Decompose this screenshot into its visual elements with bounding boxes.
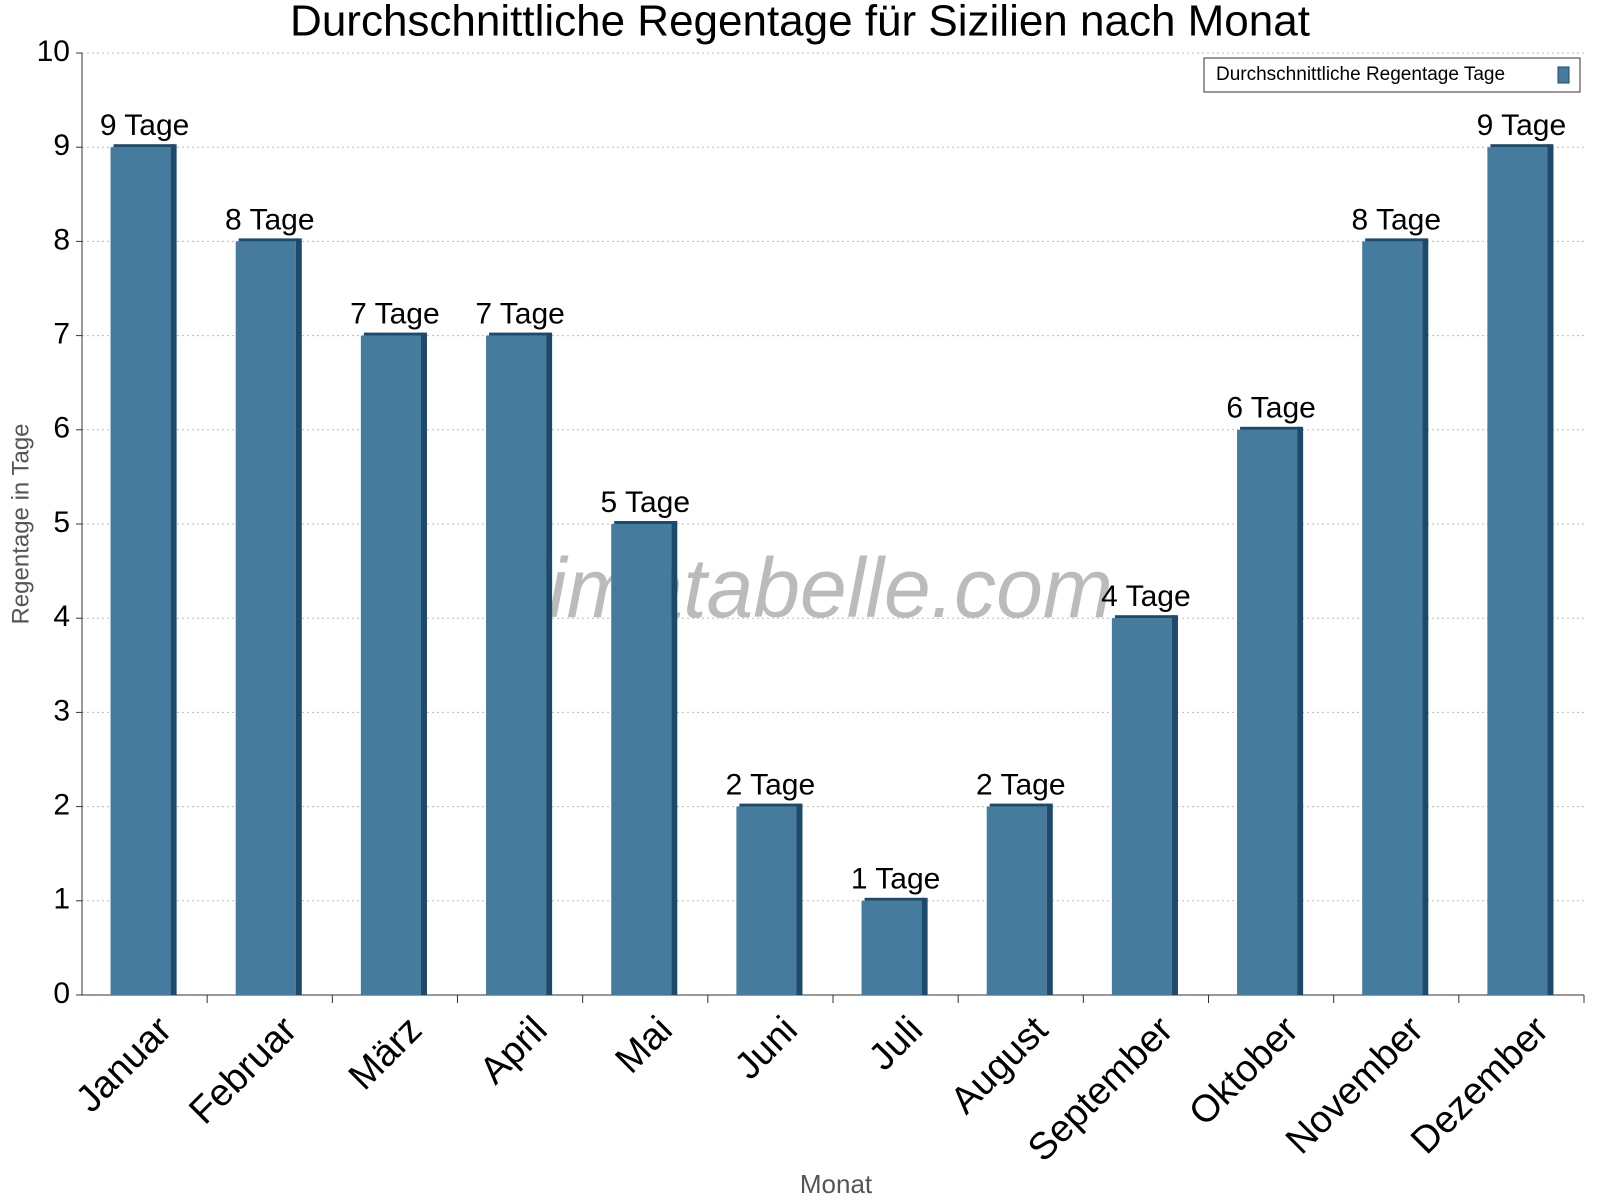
y-tick-label: 3 [53,694,70,727]
bar-side [921,897,928,995]
legend-label: Durchschnittliche Regentage Tage [1216,64,1505,85]
bar-top [238,238,299,242]
bar-side [796,803,803,995]
x-axis-label: Monat [800,1169,873,1199]
bar [1362,241,1423,995]
value-label: 2 Tage [976,769,1066,802]
y-tick-label: 10 [37,35,70,68]
bar-top [614,521,675,524]
bar-top [113,144,174,148]
bar [360,335,421,996]
value-label: 8 Tage [225,203,315,236]
y-tick-label: 5 [53,506,70,539]
y-tick-label: 1 [53,883,70,916]
bar-side [1547,144,1554,995]
x-tick-label: Mai [608,1009,681,1082]
bar-top [739,803,800,807]
value-label: 5 Tage [600,486,690,519]
y-axis-label: Regentage in Tage [7,423,34,624]
bar-side [1171,615,1178,995]
bar [1111,618,1172,995]
bar-top [489,332,550,336]
bar-side [295,238,302,995]
value-label: 2 Tage [726,769,816,802]
value-label: 6 Tage [1226,392,1316,425]
bar [736,806,797,995]
x-tick-label: Juli [861,1009,931,1079]
bar [986,806,1047,995]
bar [486,335,547,996]
bar-side [671,521,678,995]
bar [861,900,922,995]
value-label: 9 Tage [100,109,190,142]
value-label: 4 Tage [1101,580,1191,613]
x-tick-label: Januar [68,1009,180,1121]
x-tick-label: Juni [727,1009,806,1088]
x-tick-label: März [341,1009,430,1098]
x-tick-label: August [943,1008,1057,1122]
x-tick-label: Dezember [1403,1009,1557,1163]
value-label: 7 Tage [350,298,440,331]
bar-top [1490,144,1551,148]
bar [611,524,672,995]
value-label: 8 Tage [1351,203,1441,236]
bar [110,147,171,995]
legend-swatch [1557,66,1570,84]
legend-box [1203,57,1581,93]
y-tick-label: 0 [53,977,70,1010]
bar-top [1114,615,1175,619]
bar-top [1240,426,1301,430]
value-label: 7 Tage [475,298,565,331]
watermark: klimatabelle.com [487,541,1113,635]
bar [1487,147,1548,995]
y-tick-label: 6 [53,412,70,445]
y-tick-label: 8 [53,223,70,256]
x-tick-label: Februar [181,1009,305,1133]
x-tick-label: Oktober [1181,1009,1307,1135]
bar-side [420,332,427,996]
value-label: 9 Tage [1477,109,1567,142]
y-tick-label: 7 [53,318,70,351]
y-tick-label: 2 [53,789,70,822]
bar-top [363,332,424,336]
x-tick-label: April [472,1009,555,1092]
bar-side [1297,426,1304,995]
y-tick-label: 4 [53,600,70,633]
bar-side [170,144,177,995]
bar-top [1365,238,1426,242]
bar [1237,429,1298,995]
bar-top [989,803,1050,807]
chart-title: Durchschnittliche Regentage für Sizilien… [290,0,1310,46]
y-tick-label: 9 [53,129,70,162]
bar-side [1422,238,1429,995]
bar-top [864,897,925,901]
bar [235,241,296,995]
value-label: 1 Tage [851,863,941,896]
bar-side [546,332,553,996]
bar-side [1046,803,1053,995]
